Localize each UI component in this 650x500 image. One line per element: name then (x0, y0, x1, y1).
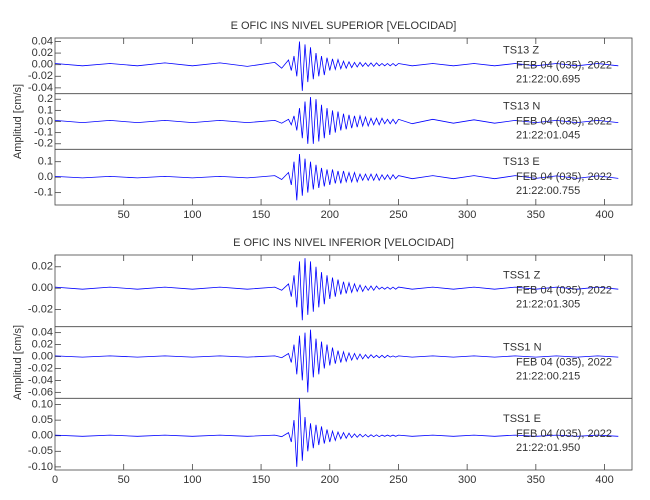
y-tick-label: -0.2 (34, 138, 53, 150)
x-tick-label: 250 (389, 474, 407, 486)
y-tick-label: -0.04 (28, 374, 53, 386)
x-tick-label: 150 (252, 474, 270, 486)
time-label: 21:22:01.950 (516, 442, 580, 454)
chart-title: E OFIC INS NIVEL SUPERIOR [VELOCIDAD] (231, 20, 457, 32)
y-axis-label: Amplitud [cm/s] (12, 84, 24, 159)
y-tick-label: -0.1 (34, 187, 53, 199)
station-label: TSS1 Z (503, 270, 541, 282)
station-label: TS13 N (503, 100, 540, 112)
y-tick-label: 0.05 (32, 414, 53, 426)
y-tick-label: 0.0 (38, 171, 53, 183)
y-tick-label: -0.06 (28, 386, 53, 398)
x-tick-label: 200 (321, 209, 339, 221)
x-tick-label: 350 (527, 209, 545, 221)
date-label: FEB 04 (035), 2022 (516, 171, 612, 183)
y-tick-label: -0.04 (28, 82, 53, 94)
time-label: 21:22:01.305 (516, 299, 580, 311)
plot-frame (54, 254, 633, 471)
y-tick-label: 0.04 (32, 327, 53, 339)
y-tick-label: 0.00 (32, 350, 53, 362)
y-tick-label: 0.2 (38, 93, 53, 105)
y-tick-label: 0.02 (32, 338, 53, 350)
x-tick-label: 50 (118, 209, 130, 221)
x-tick-label: 150 (252, 209, 270, 221)
y-tick-label: 0.02 (32, 261, 53, 273)
x-tick-label: 400 (595, 209, 613, 221)
x-tick-label: 100 (183, 209, 201, 221)
station-label: TS13 E (503, 156, 540, 168)
x-tick-label: 50 (118, 474, 130, 486)
y-tick-label: -0.05 (28, 445, 53, 457)
station-label: TS13 Z (503, 45, 539, 57)
station-label: TSS1 N (503, 341, 542, 353)
x-tick-label: 0 (52, 474, 58, 486)
y-tick-label: 0.00 (32, 430, 53, 442)
time-label: 21:22:01.045 (516, 129, 580, 141)
time-label: 21:22:00.755 (516, 185, 580, 197)
y-tick-label: -0.10 (28, 461, 53, 473)
y-tick-label: 0.00 (32, 59, 53, 71)
y-tick-label: 0.00 (32, 282, 53, 294)
x-tick-label: 100 (183, 474, 201, 486)
time-label: 21:22:00.695 (516, 74, 580, 86)
y-tick-label: 0.0 (38, 115, 53, 127)
chart-title: E OFIC INS NIVEL INFERIOR [VELOCIDAD] (233, 237, 454, 249)
date-label: FEB 04 (035), 2022 (516, 285, 612, 297)
y-tick-label: -0.02 (28, 303, 53, 315)
x-tick-label: 400 (595, 474, 613, 486)
y-tick-label: -0.02 (28, 362, 53, 374)
date-label: FEB 04 (035), 2022 (516, 428, 612, 440)
trace (54, 258, 619, 321)
trace (54, 41, 619, 91)
y-axis-label: Amplitud [cm/s] (12, 325, 24, 400)
y-tick-label: 0.02 (32, 47, 53, 59)
y-tick-label: 0.1 (38, 104, 53, 116)
y-tick-label: -0.02 (28, 70, 53, 82)
date-label: FEB 04 (035), 2022 (516, 356, 612, 368)
time-label: 21:22:00.215 (516, 370, 580, 382)
y-tick-label: 0.04 (32, 35, 53, 47)
x-tick-label: 300 (458, 474, 476, 486)
trace (54, 398, 619, 467)
date-label: FEB 04 (035), 2022 (516, 115, 612, 127)
station-label: TSS1 E (503, 413, 541, 425)
date-label: FEB 04 (035), 2022 (516, 60, 612, 72)
trace (54, 96, 619, 144)
x-tick-label: 200 (321, 474, 339, 486)
x-tick-label: 350 (527, 474, 545, 486)
y-tick-label: -0.1 (34, 127, 53, 139)
x-tick-label: 300 (458, 209, 476, 221)
trace (54, 153, 619, 201)
y-tick-label: 0.1 (38, 156, 53, 168)
y-tick-label: 0.10 (32, 398, 53, 410)
trace (54, 329, 619, 393)
x-tick-label: 250 (389, 209, 407, 221)
